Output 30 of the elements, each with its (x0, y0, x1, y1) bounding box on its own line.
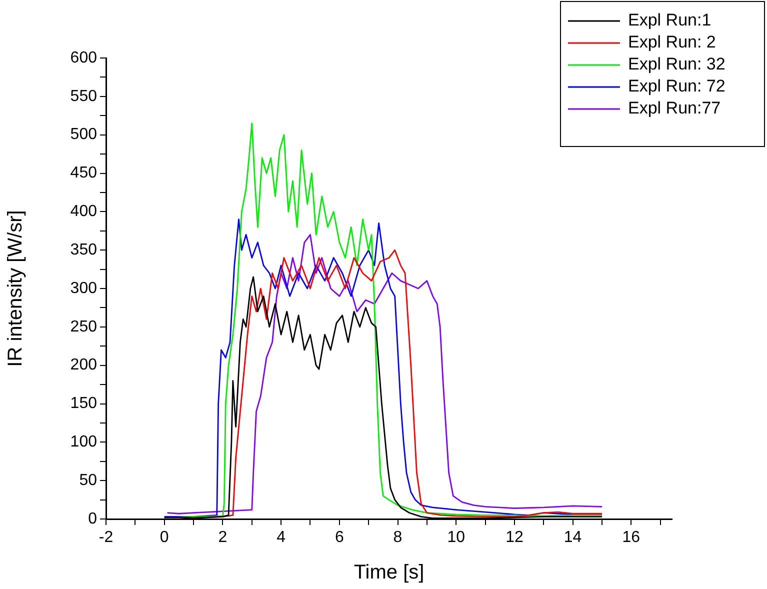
legend-label: Expl Run: 32 (628, 54, 726, 74)
legend-label: Expl Run:77 (628, 98, 721, 118)
y-axis-title: IR intensity [W/sr] (4, 210, 27, 367)
x-tick-label: -2 (98, 529, 114, 546)
y-tick-label: 200 (70, 356, 98, 374)
y-tick-label: 0 (88, 510, 98, 528)
x-tick-label: 10 (447, 529, 466, 546)
x-tick-label: 16 (622, 529, 640, 546)
legend-label: Expl Run:1 (628, 10, 712, 30)
x-tick-label: 6 (334, 529, 344, 546)
y-tick-label: 100 (70, 434, 98, 451)
y-tick-label: 150 (70, 395, 98, 412)
y-tick-label: 250 (70, 318, 98, 336)
y-tick-label: 450 (70, 164, 98, 182)
legend-label: Expl Run: 72 (628, 76, 726, 96)
x-tick-label: 12 (506, 529, 524, 546)
y-tick-label: 600 (70, 49, 98, 66)
y-tick-label: 50 (79, 472, 98, 489)
legend-label: Expl Run: 2 (628, 32, 716, 52)
x-tick-label: 4 (276, 529, 286, 546)
y-tick-label: 350 (70, 241, 98, 258)
x-tick-label: 8 (393, 529, 402, 546)
y-tick-label: 300 (70, 280, 98, 297)
x-tick-label: 0 (160, 529, 169, 546)
y-tick-label: 550 (70, 88, 98, 105)
x-tick-label: 14 (564, 529, 582, 546)
y-tick-label: 400 (70, 203, 98, 220)
x-axis-title: Time [s] (354, 562, 424, 584)
x-tick-label: 2 (218, 529, 228, 546)
y-tick-label: 500 (70, 126, 98, 144)
